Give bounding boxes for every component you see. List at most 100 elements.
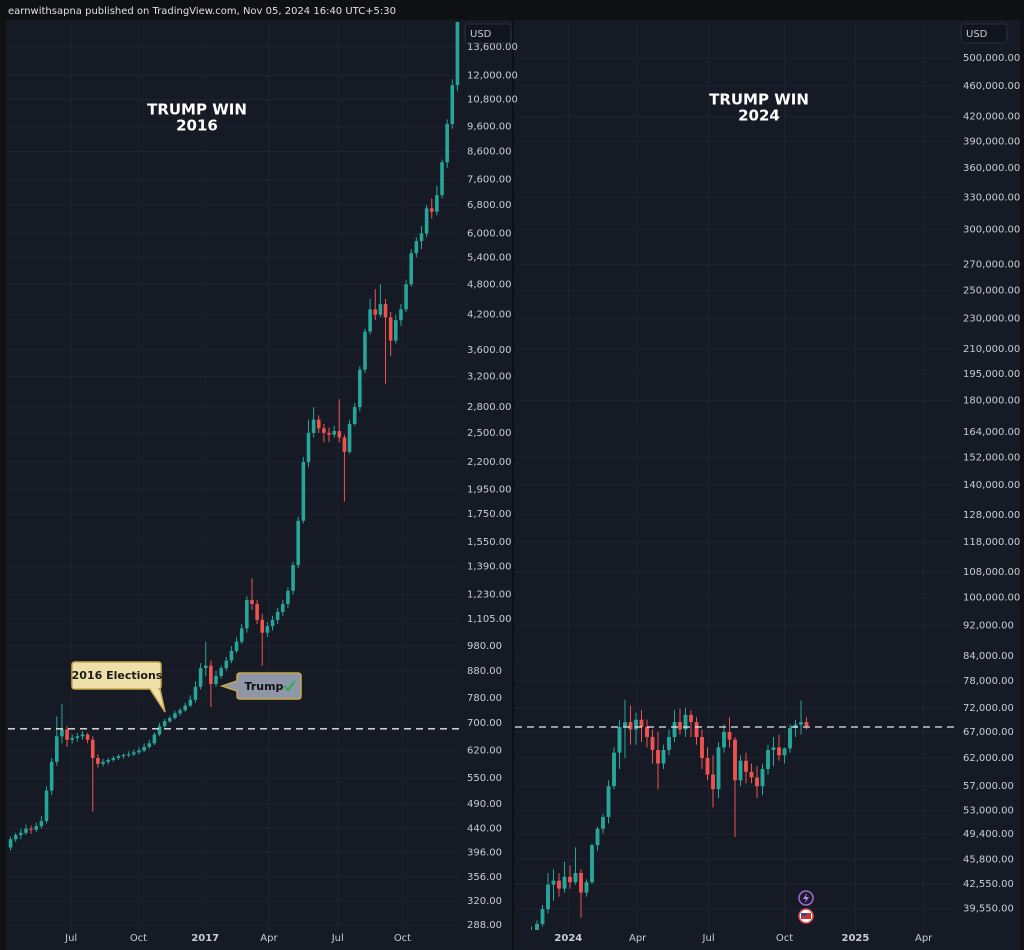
y-tick-label: 3,200.00 (467, 372, 512, 383)
candle-body (612, 752, 616, 787)
candle-body (672, 722, 677, 738)
y-tick-label: 390,000.00 (963, 136, 1020, 147)
y-tick-label: 195,000.00 (963, 369, 1020, 380)
candle-body (650, 737, 655, 750)
y-tick-label: 49,400.00 (963, 829, 1014, 840)
y-tick-label: 2,800.00 (467, 402, 512, 413)
candle-body (628, 722, 633, 730)
candle-body (683, 714, 688, 730)
candle-body (275, 611, 280, 620)
candle-body (250, 600, 254, 604)
candle-body (419, 233, 424, 242)
candle-body (409, 253, 414, 285)
candle-body (711, 774, 715, 790)
annotation: Trump (245, 680, 284, 693)
candle-body (90, 739, 95, 759)
y-tick-label: 700.00 (467, 718, 502, 729)
callout-elections: 2016 Elections (71, 661, 166, 713)
candle-body (162, 721, 167, 727)
chart-right: 500,000.00 460,000.00 420,000.00 390,000.00… (515, 22, 1020, 944)
candle-body (595, 828, 600, 846)
candle-body (404, 284, 408, 310)
y-tick-label: 460,000.00 (963, 81, 1020, 92)
candle-body (378, 304, 383, 315)
y-tick-label: 490.00 (467, 799, 502, 810)
candle-body (656, 749, 660, 764)
candle-body (214, 675, 218, 685)
candle-body (239, 628, 244, 642)
candle-body (70, 738, 75, 740)
y-tick-label: 440.00 (467, 824, 502, 835)
candle-body (126, 754, 131, 756)
x-tick-label: Apr (260, 933, 278, 944)
x-tick-label: Oct (130, 933, 147, 944)
candle-body (788, 728, 792, 749)
y-tick-label: 12,000.00 (467, 71, 518, 82)
candle-body (399, 309, 403, 321)
y-tick-label: 360,000.00 (963, 163, 1020, 174)
candle-body (157, 726, 162, 735)
candle-body (167, 718, 172, 722)
y-tick-label: 270,000.00 (963, 260, 1020, 271)
candle-body (700, 737, 704, 758)
x-tick-label: Jul (702, 933, 715, 944)
candle-body (347, 423, 352, 452)
publisher-header: earnwithsapna published on TradingView.c… (8, 6, 396, 17)
y-tick-label: 210,000.00 (963, 344, 1020, 355)
flag-canton (801, 913, 806, 916)
candle-body (705, 757, 710, 775)
panel-left (6, 20, 512, 950)
y-tick-label: 45,800.00 (963, 855, 1014, 866)
chart-title: TRUMP WIN (147, 101, 247, 119)
candle-body (229, 650, 234, 661)
candle-body (80, 734, 85, 737)
candle-body (255, 603, 259, 620)
candle-body (557, 880, 561, 889)
candle-body (623, 722, 627, 728)
y-tick-label: 128,000.00 (963, 510, 1020, 521)
candle-body (54, 736, 59, 762)
candle-body (383, 304, 388, 318)
y-tick-label: 2,500.00 (467, 428, 512, 439)
candle-body (722, 731, 726, 748)
candle-body (219, 668, 223, 676)
candle-body (667, 737, 671, 750)
x-tick-label: Oct (394, 933, 411, 944)
candle-body (147, 743, 152, 747)
y-tick-label: 84,000.00 (963, 651, 1014, 662)
candle-body (188, 699, 193, 706)
y-tick-label: 1,550.00 (467, 537, 512, 548)
y-tick-label: 550.00 (467, 773, 502, 784)
y-tick-label: 6,800.00 (467, 200, 512, 211)
y-tick-label: 42,550.00 (963, 879, 1014, 890)
candle-body (198, 668, 203, 687)
candle-body (678, 722, 682, 730)
candle-body (777, 747, 781, 756)
annotation: 2016 Elections (72, 669, 163, 682)
candle-body (152, 734, 157, 744)
candle-body (694, 722, 699, 738)
candle-body (209, 665, 213, 685)
chart-title: 2016 (176, 117, 218, 135)
plot-area (515, 22, 955, 930)
y-tick-label: 1,105.00 (467, 614, 512, 625)
y-tick-label: 250,000.00 (963, 285, 1020, 296)
candle-body (327, 432, 331, 435)
y-tick-label: 9,600.00 (467, 121, 512, 132)
candle-body (771, 747, 776, 750)
y-tick-label: 118,000.00 (963, 537, 1020, 548)
y-tick-label: 72,000.00 (963, 703, 1014, 714)
candle-body (601, 816, 605, 829)
candle-body (760, 768, 765, 787)
y-tick-label: 6,000.00 (467, 228, 512, 239)
y-tick-label: 356.00 (467, 872, 502, 883)
x-tick-label: Jul (64, 933, 77, 944)
candle-body (749, 771, 754, 778)
candle-body (322, 428, 326, 433)
candle-body (8, 839, 13, 848)
y-tick-label: 10,800.00 (467, 95, 518, 106)
x-tick-label: 2024 (554, 933, 582, 944)
y-tick-label: 92,000.00 (963, 621, 1014, 632)
y-tick-label: 100,000.00 (963, 593, 1020, 604)
